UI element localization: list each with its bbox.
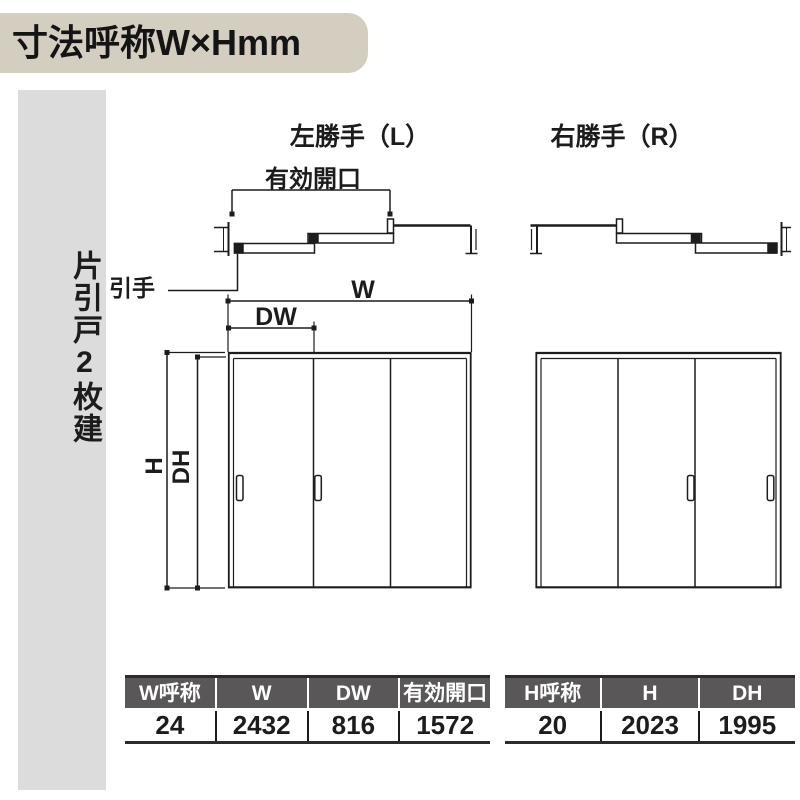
door-type-label: 片引戸2枚建	[68, 250, 101, 445]
table-row-divider	[125, 708, 490, 711]
width-table-value-cell: 24	[125, 711, 215, 741]
handle-leader-line	[168, 254, 239, 292]
pull-handle-label: 引手	[109, 275, 155, 301]
table-row-divider	[505, 708, 795, 711]
width-table-header-cell: 有効開口	[400, 678, 490, 708]
dw-dim-label: DW	[255, 303, 297, 331]
height-table-value-row: 20 2023 1995	[505, 711, 795, 744]
height-dimension-table: H呼称 H DH 20 2023 1995	[505, 675, 795, 744]
height-table-value-cell: 2023	[600, 711, 698, 741]
opening-dimension-left	[229, 189, 393, 217]
right-hand-title: 右勝手（R）	[550, 123, 694, 151]
elevation-left	[227, 351, 472, 589]
w-dimension	[225, 294, 474, 352]
dh-dimension	[195, 354, 226, 591]
effective-opening-label: 有効開口	[265, 166, 361, 193]
width-table-value-cell: 816	[306, 711, 399, 741]
height-table-header-row: H呼称 H DH	[505, 675, 795, 708]
width-table-value-row: 24 2432 816 1572	[125, 711, 490, 744]
h-dimension	[164, 350, 225, 591]
left-hand-title: 左勝手（L）	[289, 123, 431, 151]
width-table-header-cell: W	[216, 678, 307, 708]
door-type-sidebar: 片引戸2枚建	[18, 90, 106, 790]
height-table-header-cell: DH	[699, 678, 795, 708]
width-table-header-row: W呼称 W DW 有効開口	[125, 675, 490, 708]
height-table-value-cell: 20	[505, 711, 601, 741]
plan-view-left	[214, 218, 478, 256]
plan-view-right	[530, 218, 791, 256]
height-table-value-cell: 1995	[697, 711, 795, 741]
width-table-value-cell: 2432	[214, 711, 307, 741]
width-dimension-table: W呼称 W DW 有効開口 24 2432 816 1572	[125, 675, 490, 744]
dw-dimension	[226, 321, 317, 352]
width-table-value-cell: 1572	[398, 711, 490, 741]
page-title: 寸法呼称W×Hmm	[0, 13, 368, 73]
elevation-right	[535, 351, 782, 589]
height-table-header-cell: H呼称	[505, 678, 601, 708]
width-table-header-cell: DW	[308, 678, 399, 708]
w-dim-label: W	[351, 276, 375, 304]
height-table-header-cell: H	[602, 678, 698, 708]
width-table-header-cell: W呼称	[125, 678, 215, 708]
